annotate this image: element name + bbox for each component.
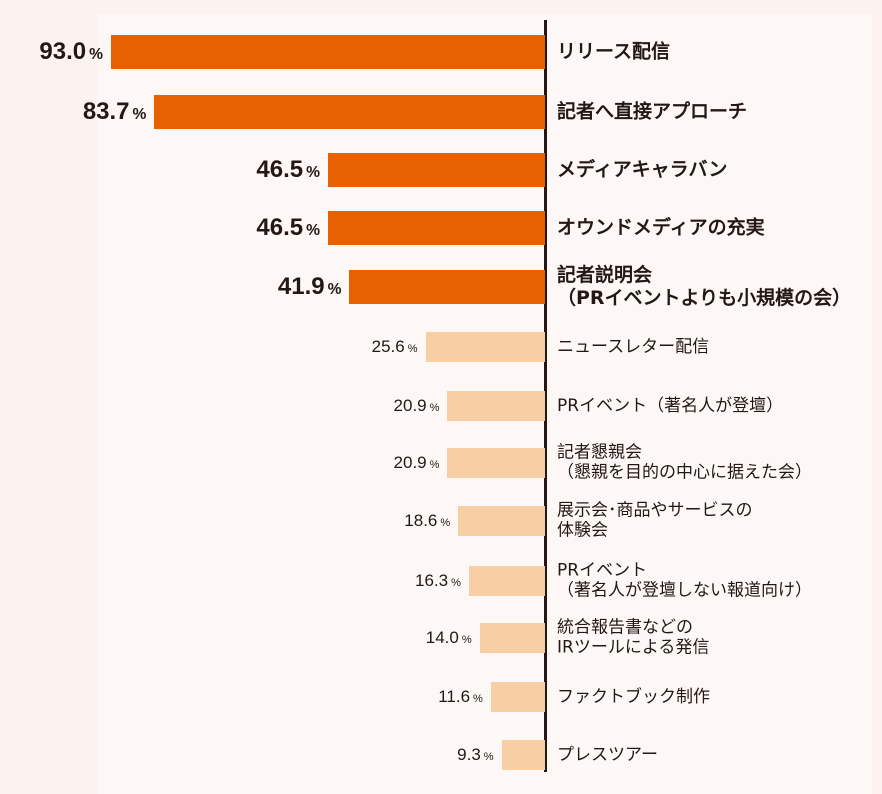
data-label: 20.9% [394,396,440,416]
data-label-value: 14.0 [425,628,459,647]
bar [328,211,545,245]
bar [490,682,545,712]
percent-sign: % [429,459,440,471]
percent-sign: % [306,222,320,239]
percent-sign: % [407,343,418,355]
bar [447,448,545,478]
data-label: 20.9% [394,453,440,473]
data-label-value: 16.3 [415,571,449,590]
data-label-value: 46.5 [256,156,304,183]
bar [479,623,545,653]
data-label: 93.0% [39,38,103,66]
bar [425,332,545,362]
data-label: 41.9% [278,273,342,301]
bar [349,270,545,304]
percent-sign: % [132,106,147,123]
category-label: リリース配信 [557,40,671,63]
category-label: 展示会･商品やサービスの 体験会 [557,500,753,541]
data-label-value: 20.9 [393,396,427,415]
percent-sign: % [483,751,494,763]
percent-sign: % [429,402,440,414]
bar [501,740,545,770]
data-label-value: 46.5 [256,214,304,241]
category-label: オウンドメディアの充実 [557,216,765,239]
category-label: 記者へ直接アプローチ [557,100,748,123]
data-label-value: 93.0 [39,38,87,65]
data-label-value: 11.6 [438,687,471,706]
category-label: PRイベント （著名人が登壇しない報道向け） [557,560,812,601]
category-label: PRイベント（著名人が登壇） [557,395,784,416]
data-label-value: 25.6 [371,337,405,356]
percent-sign: % [89,46,103,63]
data-label-value: 83.7 [82,98,130,125]
category-label: 記者説明会 （PRイベントよりも小規模の会） [557,264,852,309]
category-label: ニュースレター配信 [557,336,710,357]
category-label: 統合報告書などの IRツールによる発信 [557,617,710,658]
bar [447,391,545,421]
axis-line [544,20,547,772]
data-label: 14.0% [426,628,472,648]
percent-sign: % [461,634,472,646]
data-label: 18.6% [404,511,450,531]
bar [458,506,545,536]
data-label: 46.5% [256,156,320,184]
data-label-value: 18.6 [404,511,438,530]
percent-sign: % [440,517,451,529]
data-label-value: 20.9 [393,453,427,472]
percent-sign: % [473,693,483,705]
category-label: ファクトブック制作 [557,686,710,707]
bar [468,566,545,596]
percent-sign: % [451,577,461,589]
data-label: 9.3% [457,745,493,765]
category-label: プレスツアー [557,744,658,765]
data-label: 46.5% [256,214,320,242]
data-label: 11.6% [438,687,483,707]
data-label-value: 9.3 [457,745,481,764]
data-label: 25.6% [372,337,418,357]
bar [111,35,545,69]
category-label: 記者懇親会 （懇親を目的の中心に据えた会） [557,442,812,483]
percent-sign: % [306,164,320,181]
bar [328,153,545,187]
data-label: 83.7% [83,98,147,126]
bar [154,95,545,129]
data-label-value: 41.9 [277,273,325,300]
data-label: 16.3% [415,571,461,591]
percent-sign: % [327,281,342,298]
category-label: メディアキャラバン [557,158,728,181]
